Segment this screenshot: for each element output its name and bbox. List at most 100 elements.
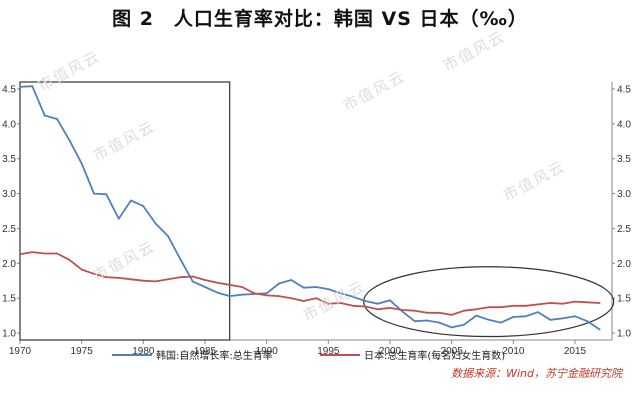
highlight-rectangle	[19, 81, 231, 341]
y-right-tick-label: 2.5	[617, 224, 631, 235]
data-point-japan	[487, 306, 490, 309]
x-tick-label: 1985	[194, 346, 217, 357]
data-point-japan	[31, 251, 34, 254]
data-point-korea	[352, 295, 354, 298]
y-right-tick-label: 2.0	[617, 259, 631, 270]
data-point-japan	[426, 311, 428, 314]
data-point-japan	[68, 258, 71, 261]
data-point-korea	[413, 320, 416, 323]
data-point-japan	[450, 313, 453, 316]
data-point-korea	[216, 291, 219, 294]
data-point-korea	[561, 317, 564, 320]
legend-swatch-korea	[112, 353, 152, 356]
data-point-korea	[500, 321, 502, 324]
data-point-korea	[315, 286, 317, 288]
data-point-japan	[228, 284, 231, 286]
data-point-korea	[302, 286, 305, 289]
x-tick-label: 1990	[256, 346, 279, 357]
data-point-japan	[561, 302, 564, 305]
data-point-japan	[167, 278, 169, 281]
data-point-korea	[56, 118, 58, 120]
legend-swatch-japan	[320, 353, 360, 356]
data-point-japan	[19, 253, 21, 256]
data-point-japan	[43, 252, 46, 255]
source-note: 数据来源：Wind，苏宁金融研究院	[451, 367, 622, 380]
chart-annotations	[19, 81, 615, 341]
data-point-korea	[475, 314, 478, 317]
data-point-japan	[80, 268, 83, 271]
chart-title: 图 2 人口生育率对比：韩国 VS 日本（‰）	[112, 8, 528, 30]
data-point-korea	[80, 162, 83, 165]
data-point-japan	[56, 252, 58, 255]
data-point-japan	[105, 276, 108, 279]
data-point-japan	[265, 294, 268, 297]
y-left-tick-label: 2.5	[2, 224, 16, 235]
legend-item-korea: 韩国:自然增长率:总生育率	[112, 347, 273, 362]
data-point-japan	[438, 311, 441, 314]
data-point-japan	[216, 281, 219, 284]
data-point-japan	[204, 279, 206, 281]
data-point-korea	[364, 300, 367, 302]
data-point-korea	[117, 217, 120, 220]
x-tick-label: 2010	[502, 346, 525, 357]
highlight-ellipse	[363, 266, 615, 338]
data-point-japan	[290, 297, 293, 300]
data-point-korea	[105, 193, 108, 196]
legend-label-japan: 日本:总生育率(每名妇女生育数)	[364, 351, 506, 362]
data-point-japan	[253, 292, 256, 295]
data-point-korea	[401, 310, 404, 313]
data-point-japan	[327, 302, 330, 305]
data-point-japan	[463, 309, 465, 312]
y-left-tick-label: 4.5	[2, 84, 16, 95]
data-point-japan	[524, 304, 527, 307]
data-point-korea	[487, 318, 490, 321]
data-point-korea	[154, 222, 157, 225]
data-point-japan	[130, 278, 132, 281]
data-point-korea	[327, 288, 330, 290]
data-point-korea	[598, 328, 601, 331]
data-point-korea	[93, 192, 95, 195]
data-point-japan	[549, 302, 552, 304]
data-point-korea	[228, 295, 231, 297]
y-right-tick-label: 1.0	[617, 329, 631, 340]
x-tick-label: 1995	[317, 346, 340, 357]
data-point-japan	[537, 303, 539, 306]
data-point-japan	[364, 305, 367, 308]
data-point-japan	[500, 306, 502, 309]
series-line-korea	[19, 85, 601, 331]
data-point-japan	[191, 275, 194, 278]
data-point-korea	[191, 280, 194, 283]
y-left-tick-label: 1.5	[2, 294, 16, 305]
data-point-japan	[278, 295, 280, 297]
legend-label-korea: 韩国:自然增长率:总生育率	[156, 351, 273, 362]
data-point-korea	[179, 258, 182, 261]
data-point-japan	[475, 308, 478, 311]
data-point-korea	[339, 292, 342, 295]
data-point-korea	[68, 138, 71, 141]
data-point-korea	[389, 299, 391, 302]
data-point-japan	[93, 272, 95, 275]
data-point-korea	[142, 205, 145, 208]
x-tick-label: 2015	[564, 346, 587, 357]
data-point-korea	[586, 320, 589, 323]
data-point-japan	[117, 277, 120, 279]
y-right-tick-label: 1.5	[617, 294, 631, 305]
data-point-japan	[401, 309, 404, 311]
data-point-japan	[315, 297, 317, 300]
y-right-tick-label: 3.5	[617, 154, 631, 165]
y-left-tick-label: 1.0	[2, 329, 16, 340]
series-line-japan	[19, 251, 600, 316]
y-right-tick-label: 3.0	[617, 189, 631, 200]
data-point-korea	[450, 326, 453, 329]
data-point-korea	[376, 302, 379, 305]
data-point-korea	[537, 311, 539, 314]
x-tick-label: 1980	[132, 346, 155, 357]
data-point-korea	[438, 321, 441, 324]
data-point-japan	[389, 307, 391, 309]
data-point-korea	[524, 315, 527, 318]
y-right-tick-label: 4.5	[617, 84, 631, 95]
y-right-tick-label: 4.0	[617, 119, 631, 130]
data-point-korea	[265, 292, 268, 295]
data-point-korea	[512, 316, 515, 318]
